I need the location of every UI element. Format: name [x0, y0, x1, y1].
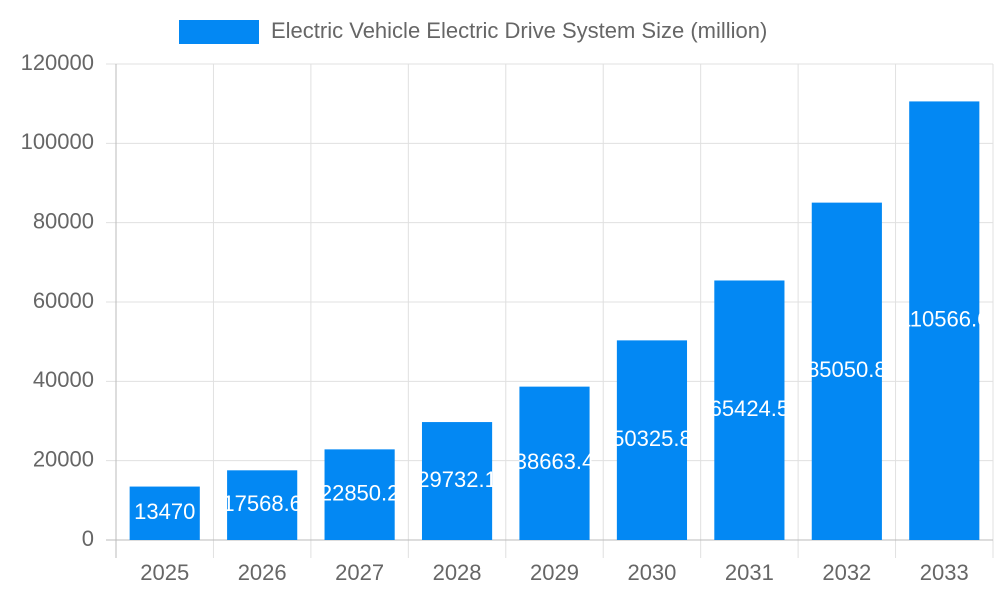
y-tick-label: 0	[82, 526, 94, 551]
data-label: 110566.6	[899, 307, 989, 332]
y-tick-label: 60000	[33, 288, 94, 313]
x-tick-label: 2025	[140, 560, 189, 585]
data-label: 38663.4	[515, 449, 595, 474]
data-label: 29732.1	[417, 467, 497, 492]
legend-label[interactable]: Electric Vehicle Electric Drive System S…	[271, 18, 767, 43]
bar	[519, 386, 590, 540]
x-tick-label: 2029	[530, 560, 579, 585]
bar	[714, 280, 785, 540]
y-tick-label: 120000	[21, 50, 94, 75]
bar	[909, 101, 980, 540]
bar	[129, 486, 200, 540]
data-label: 85050.8	[807, 357, 887, 382]
bar	[324, 449, 395, 540]
data-label: 50325.8	[612, 426, 692, 451]
data-label: 17568.6	[222, 491, 302, 516]
x-tick-label: 2033	[920, 560, 969, 585]
data-label: 65424.5	[710, 396, 790, 421]
x-tick-label: 2027	[335, 560, 384, 585]
bar	[421, 422, 493, 540]
x-tick-label: 2028	[433, 560, 482, 585]
data-label: 13470	[134, 499, 195, 524]
bar	[616, 340, 688, 540]
y-tick-label: 80000	[33, 208, 94, 233]
data-label: 22850.2	[320, 480, 400, 505]
legend-swatch[interactable]	[179, 20, 259, 44]
x-tick-label: 2032	[822, 560, 871, 585]
x-tick-label: 2026	[238, 560, 287, 585]
y-tick-label: 20000	[33, 446, 94, 471]
y-tick-label: 40000	[33, 367, 94, 392]
x-tick-label: 2031	[725, 560, 774, 585]
x-tick-label: 2030	[627, 560, 676, 585]
bar	[227, 470, 298, 540]
y-tick-label: 100000	[21, 129, 94, 154]
bar	[811, 202, 882, 540]
